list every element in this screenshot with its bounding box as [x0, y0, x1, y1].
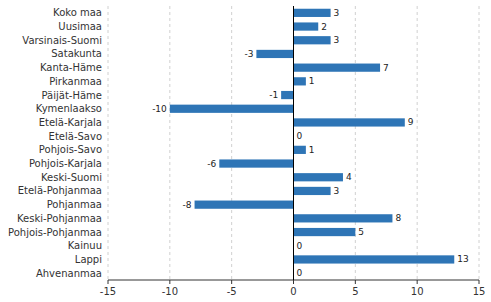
grid-line — [479, 6, 480, 280]
bar — [294, 146, 306, 154]
category-label: Etelä-Savo — [49, 131, 102, 142]
bar — [294, 77, 306, 85]
bar — [294, 64, 381, 72]
data-label: 1 — [309, 145, 315, 155]
category-label: Varsinais-Suomi — [22, 35, 102, 46]
category-label: Keski-Pohjanmaa — [17, 213, 102, 224]
category-label: Lappi — [75, 254, 102, 265]
bar — [294, 118, 405, 126]
tick-mark — [231, 280, 232, 284]
bar — [294, 36, 331, 44]
chart-container: -15-10-5051015323-371-1-10901-643-885013… — [0, 0, 491, 302]
data-label: 9 — [408, 117, 414, 127]
category-label: Päijät-Häme — [42, 90, 102, 101]
data-label: -1 — [269, 90, 278, 100]
bar — [294, 22, 319, 30]
category-label: Pohjanmaa — [47, 199, 102, 210]
data-label: -3 — [244, 49, 253, 59]
y-axis: Koko maa Uusimaa Varsinais-Suomi Satakunta K… — [8, 7, 102, 278]
tick-label: -5 — [227, 286, 237, 297]
grid-line — [169, 6, 170, 280]
category-label: Pirkanmaa — [49, 76, 102, 87]
data-label: 3 — [334, 8, 340, 18]
bar — [195, 201, 294, 209]
data-label: 0 — [297, 131, 303, 141]
chart: -15-10-5051015323-371-1-10901-643-885013… — [0, 0, 491, 302]
category-label: Kainuu — [68, 240, 102, 251]
data-label: -10 — [152, 104, 167, 114]
data-labels: 323-371-1-10901-643-8850130 — [152, 8, 469, 278]
tick-mark — [417, 280, 418, 284]
category-label: Pohjois-Pohjanmaa — [8, 227, 102, 238]
category-label: Pohjois-Karjala — [29, 158, 102, 169]
category-label: Uusimaa — [58, 21, 102, 32]
data-label: 0 — [297, 268, 303, 278]
tick-mark — [293, 280, 294, 284]
tick-label: 10 — [411, 286, 424, 297]
data-label: 0 — [297, 241, 303, 251]
tick-mark — [479, 280, 480, 284]
bar — [294, 187, 331, 195]
category-label: Ahvenanmaa — [36, 268, 102, 279]
bar — [294, 228, 356, 236]
tick-label: 5 — [352, 286, 358, 297]
category-label: Koko maa — [53, 7, 102, 18]
tick-label: -10 — [162, 286, 178, 297]
bar — [294, 214, 393, 222]
bars — [170, 9, 454, 264]
grid-line — [417, 6, 418, 280]
bar — [256, 50, 293, 58]
category-label: Kanta-Häme — [40, 62, 102, 73]
category-label: Etelä-Pohjanmaa — [18, 185, 102, 196]
category-label: Keski-Suomi — [41, 172, 102, 183]
grid-line — [293, 6, 294, 280]
bar — [219, 159, 293, 167]
x-axis: -15 -10 -5 0 5 10 15 — [100, 280, 486, 297]
data-label: -8 — [183, 200, 192, 210]
bar — [170, 105, 294, 113]
tick-mark — [169, 280, 170, 284]
category-label: Satakunta — [51, 48, 102, 59]
category-label: Etelä-Karjala — [39, 117, 102, 128]
tick-label: 15 — [473, 286, 486, 297]
category-label: Pohjois-Savo — [39, 144, 102, 155]
data-label: 3 — [334, 35, 340, 45]
zero-line — [293, 6, 294, 280]
bar — [281, 91, 293, 99]
data-label: 4 — [346, 172, 352, 182]
data-label: 13 — [457, 254, 468, 264]
tick-label: 0 — [290, 286, 296, 297]
plot-area — [108, 6, 479, 280]
category-label: Kymenlaakso — [36, 103, 102, 114]
data-label: 7 — [383, 63, 389, 73]
data-label: 2 — [321, 22, 327, 32]
data-label: 1 — [309, 76, 315, 86]
data-label: 3 — [334, 186, 340, 196]
data-label: -6 — [207, 159, 216, 169]
bar — [294, 255, 455, 263]
grid-line — [108, 6, 109, 280]
tick-label: -15 — [100, 286, 116, 297]
data-label: 5 — [358, 227, 364, 237]
grid-line — [355, 6, 356, 280]
grid — [108, 6, 479, 280]
grid-line — [231, 6, 232, 280]
data-label: 8 — [395, 213, 401, 223]
tick-mark — [108, 280, 109, 284]
tick-mark — [355, 280, 356, 284]
bar — [294, 9, 331, 17]
bar — [294, 173, 343, 181]
